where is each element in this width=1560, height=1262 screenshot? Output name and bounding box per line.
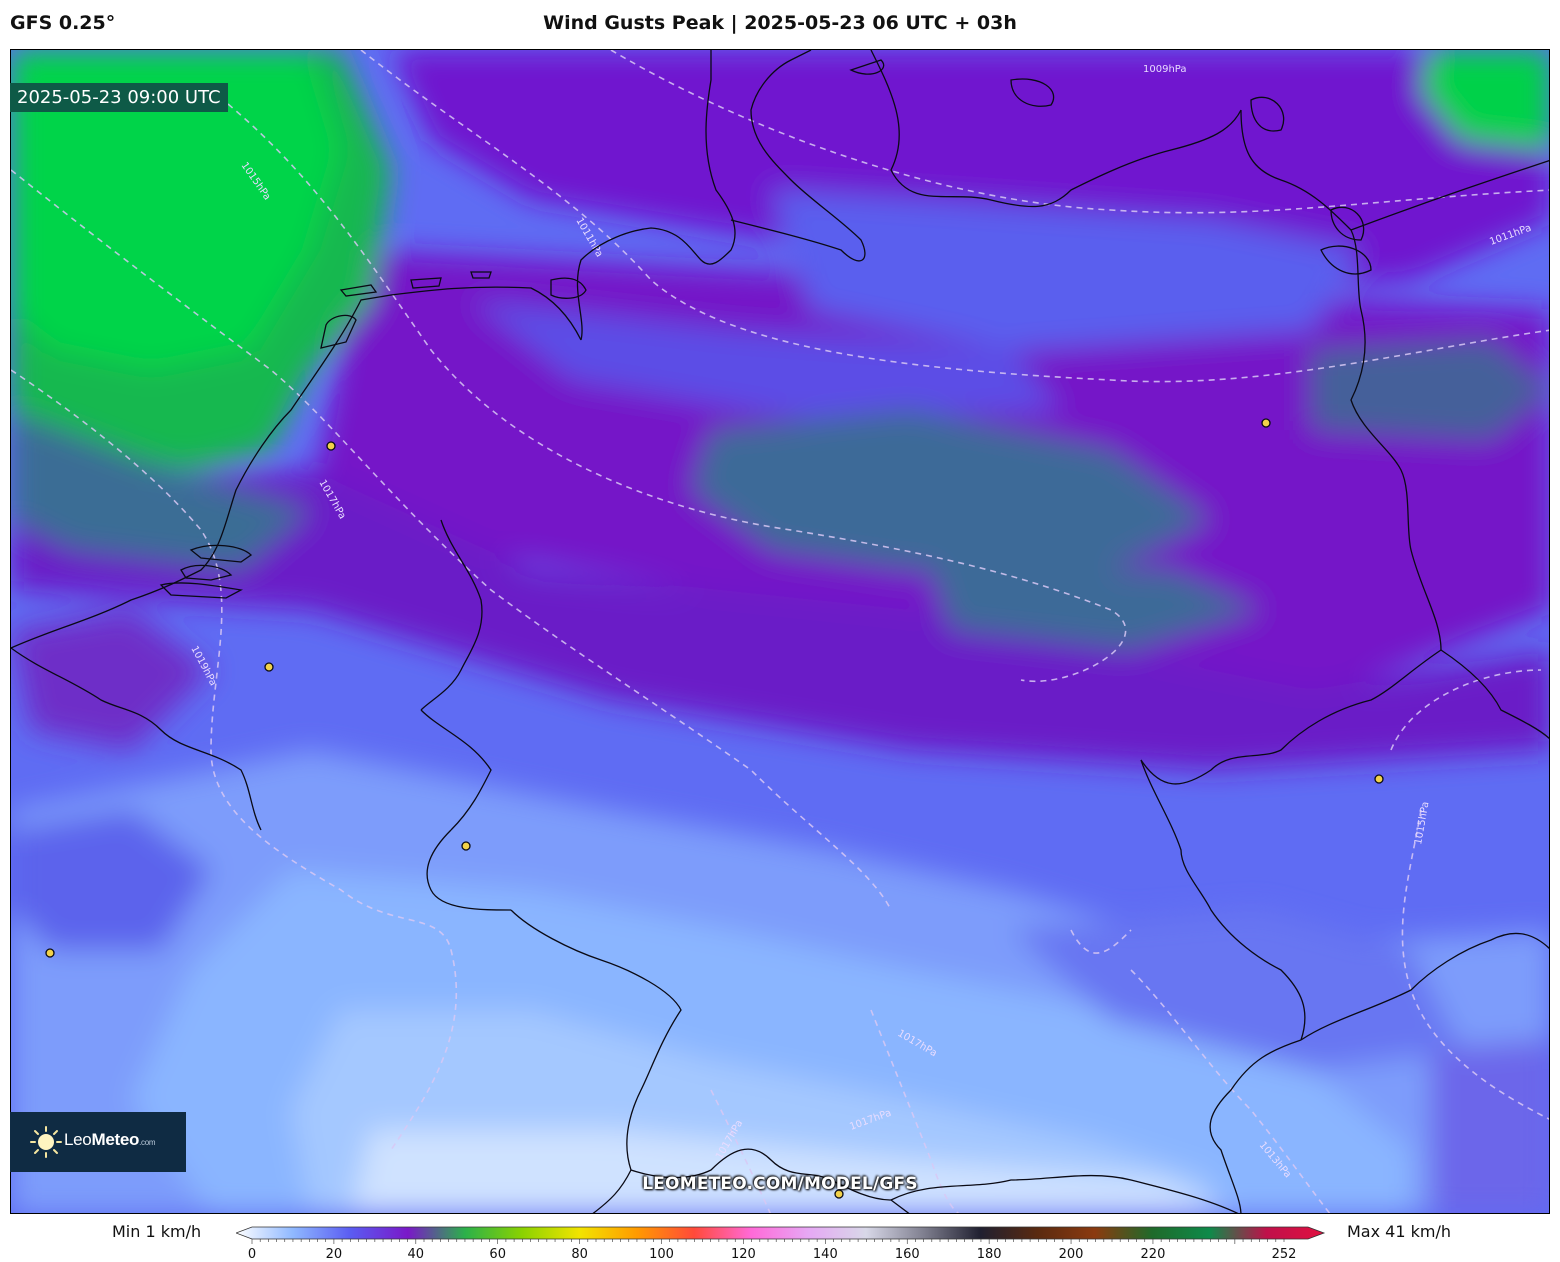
model-name: GFS 0.25°: [10, 12, 116, 34]
chart-title: Wind Gusts Peak | 2025-05-23 06 UTC + 03…: [543, 12, 1017, 34]
coastlines-borders: [11, 50, 1549, 1213]
colorbar-tick-label: 120: [731, 1247, 756, 1262]
wind-gust-field: 1009hPa 1011hPa 1011hPa 1015hPa 1017hPa …: [11, 50, 1549, 1213]
isobar-label: 1009hPa: [1143, 64, 1187, 75]
colorbar: [236, 1226, 1326, 1244]
source-watermark: LEOMETEO.COM/MODEL/GFS: [642, 1174, 918, 1194]
colorbar-tick-label: 160: [894, 1247, 920, 1262]
colorbar-tick-label: 100: [649, 1247, 674, 1262]
colorbar-tick-label: 252: [1271, 1247, 1297, 1262]
colorbar-tick-label: 220: [1140, 1247, 1166, 1262]
map-panel[interactable]: 1009hPa 1011hPa 1011hPa 1015hPa 1017hPa …: [10, 49, 1550, 1214]
city-marker[interactable]: [461, 841, 471, 851]
city-marker[interactable]: [264, 662, 274, 672]
colorbar-tick-label: 80: [571, 1247, 588, 1262]
logo-text: LeoMeteo.com: [64, 1130, 156, 1149]
city-marker[interactable]: [326, 441, 336, 451]
colorbar-min-label: Min 1 km/h: [112, 1222, 202, 1241]
colorbar-tick-label: 180: [976, 1247, 1002, 1262]
city-marker[interactable]: [834, 1189, 844, 1199]
colorbar-tick-label: 40: [407, 1247, 425, 1262]
city-marker[interactable]: [45, 948, 55, 958]
colorbar-tick-label: 200: [1058, 1247, 1084, 1262]
city-markers: [45, 418, 1384, 1199]
valid-time-label: 2025-05-23 09:00 UTC: [10, 83, 228, 112]
city-marker[interactable]: [1374, 774, 1384, 784]
sun-icon: [30, 1126, 62, 1158]
colorbar-tick-label: 0: [247, 1247, 257, 1262]
colorbar-tick-label: 20: [325, 1247, 343, 1262]
city-marker[interactable]: [1261, 418, 1271, 428]
colorbar-tick-label: 60: [489, 1247, 506, 1262]
colorbar-max-label: Max 41 km/h: [1347, 1222, 1451, 1241]
colorbar-tick-label: 140: [812, 1247, 838, 1262]
isobars: [11, 50, 1549, 1213]
leometeo-logo[interactable]: LeoMeteo.com: [10, 1112, 186, 1172]
